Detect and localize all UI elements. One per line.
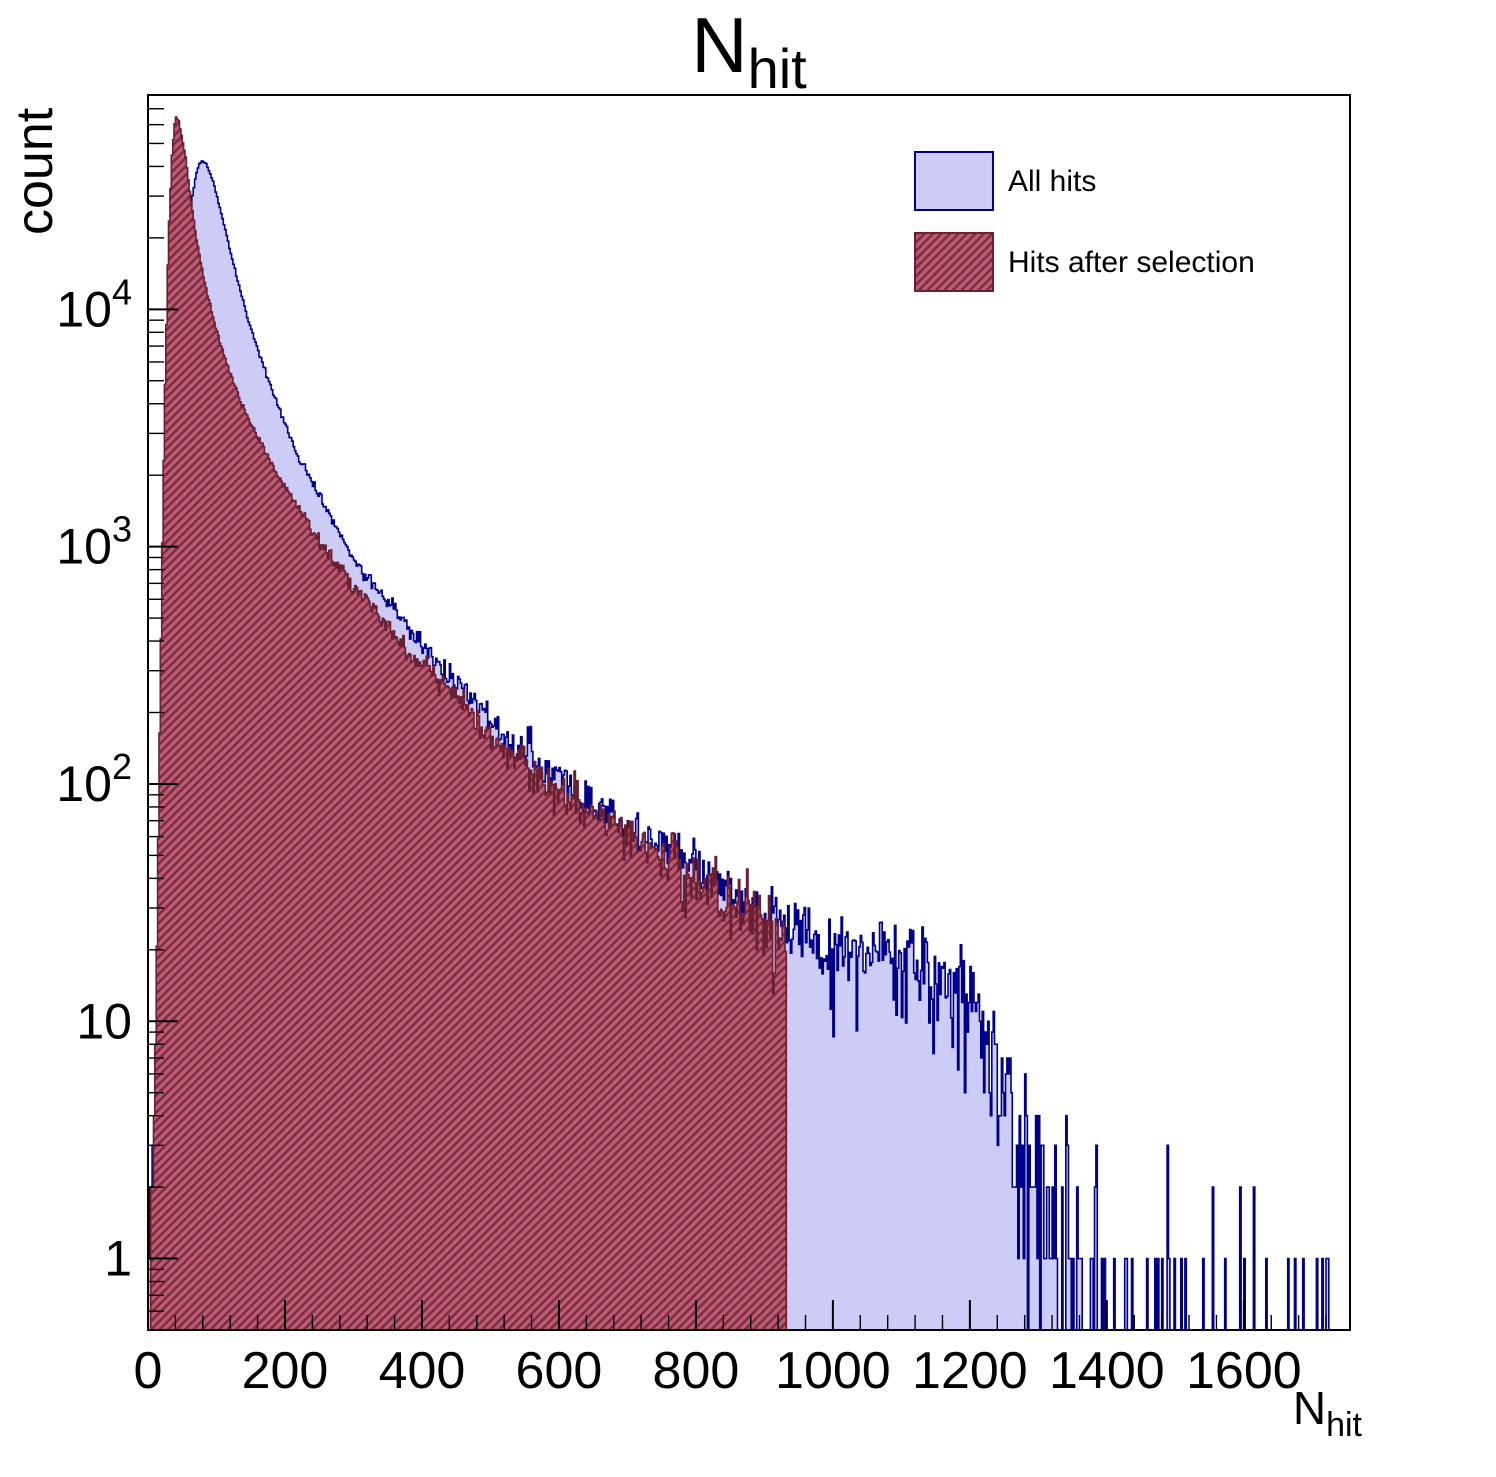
x-tick-label: 400 (379, 1342, 466, 1400)
legend-swatch-hits-after-selection (914, 232, 994, 292)
series-hits-after-selection (148, 116, 788, 1331)
series-layer (147, 116, 1350, 1331)
x-tick-label: 200 (242, 1342, 329, 1400)
x-tick-label: 0 (134, 1342, 163, 1400)
chart-title-main: N (691, 1, 747, 89)
x-axis-title-sub: hit (1326, 1406, 1362, 1444)
y-tick-label: 103 (56, 509, 132, 575)
y-tick-label: 104 (56, 271, 132, 337)
y-tick-label: 1 (104, 1231, 132, 1287)
x-tick-label: 1000 (775, 1342, 891, 1400)
y-tick-label: 102 (56, 746, 132, 812)
axes-ticks: 0 200 400 600 800 1000 1200 1400 1600 1 10 102 103 10… (56, 94, 1327, 1400)
x-axis-title: Nhit (1293, 1382, 1363, 1444)
legend: All hits Hits after selection (914, 151, 1255, 292)
x-tick-label: 1600 (1186, 1342, 1302, 1400)
x-tick-label: 1200 (912, 1342, 1028, 1400)
chart-title-sub: hit (748, 37, 808, 100)
x-tick-label: 600 (516, 1342, 603, 1400)
x-axis-title-main: N (1293, 1382, 1326, 1434)
legend-label-hits-after-selection: Hits after selection (1008, 246, 1255, 279)
legend-label-all-hits: All hits (1008, 165, 1096, 198)
legend-swatch-all-hits (914, 151, 994, 211)
x-tick-label: 800 (653, 1342, 740, 1400)
x-tick-label: 1400 (1049, 1342, 1165, 1400)
y-axis-title: count (6, 107, 64, 235)
chart-title: Nhit (691, 1, 807, 100)
legend-item-hits-after-selection: Hits after selection (914, 232, 1255, 292)
y-tick-label: 10 (76, 993, 132, 1049)
legend-item-all-hits: All hits (914, 151, 1096, 211)
